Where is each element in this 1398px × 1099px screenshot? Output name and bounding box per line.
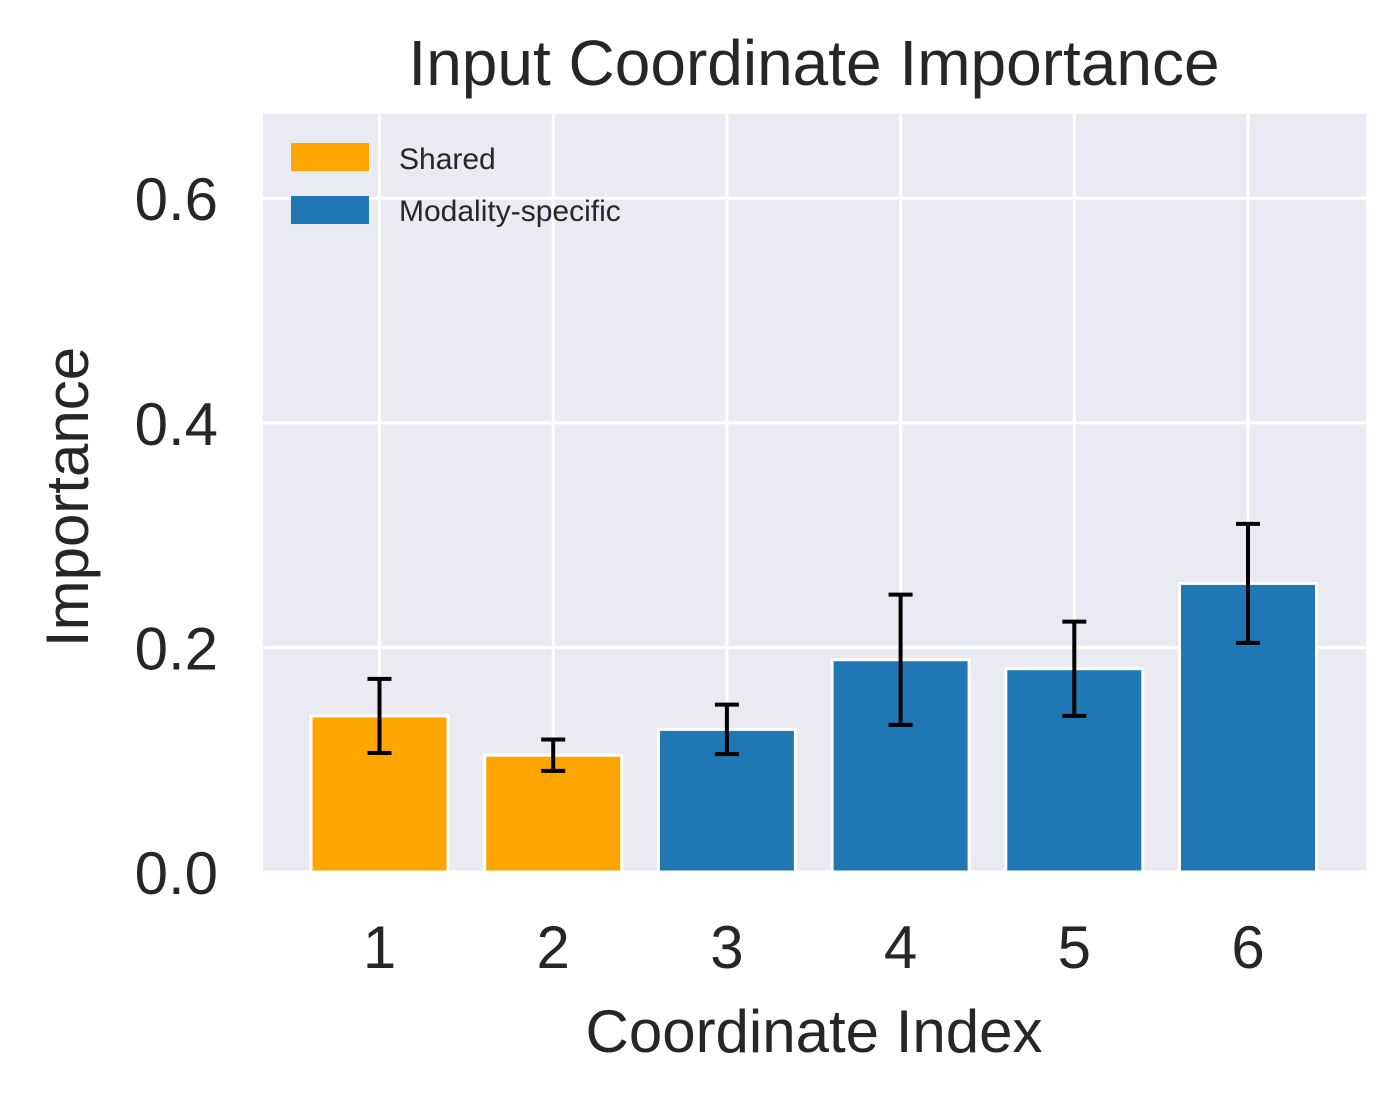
- legend-swatch-shared: [291, 143, 369, 171]
- y-tick-label-2: 0.4: [135, 391, 218, 458]
- legend: Shared Modality-specific: [291, 143, 621, 228]
- y-tick-labels: 0.0 0.2 0.4 0.6: [135, 166, 218, 907]
- y-tick-label-0: 0.0: [135, 840, 218, 907]
- x-tick-label-2: 2: [537, 914, 570, 981]
- x-tick-label-1: 1: [363, 914, 396, 981]
- x-tick-label-4: 4: [884, 914, 917, 981]
- error-bar-1: [367, 676, 392, 755]
- x-tick-label-3: 3: [710, 914, 743, 981]
- error-bar-4: [888, 592, 913, 727]
- x-tick-label-6: 6: [1231, 914, 1264, 981]
- error-bar-2: [541, 737, 566, 773]
- y-axis-label: Importance: [34, 347, 101, 647]
- bar-1: [309, 714, 450, 874]
- x-axis-label: Coordinate Index: [586, 998, 1043, 1065]
- error-bar-3: [714, 702, 739, 757]
- legend-swatch-modality-specific: [291, 196, 369, 224]
- error-bar-6: [1236, 521, 1260, 645]
- legend-label-shared: Shared: [399, 143, 496, 176]
- y-tick-label-3: 0.6: [135, 166, 218, 233]
- bar-6: [1178, 581, 1318, 874]
- error-bars: [367, 521, 1260, 773]
- legend-label-modality-specific: Modality-specific: [399, 195, 621, 228]
- x-tick-labels: 1 2 3 4 5 6: [363, 914, 1265, 981]
- y-tick-label-1: 0.2: [135, 615, 218, 682]
- x-tick-label-5: 5: [1058, 914, 1091, 981]
- chart-title: Input Coordinate Importance: [408, 27, 1219, 99]
- error-bar-5: [1062, 619, 1087, 718]
- bar-2: [483, 753, 624, 874]
